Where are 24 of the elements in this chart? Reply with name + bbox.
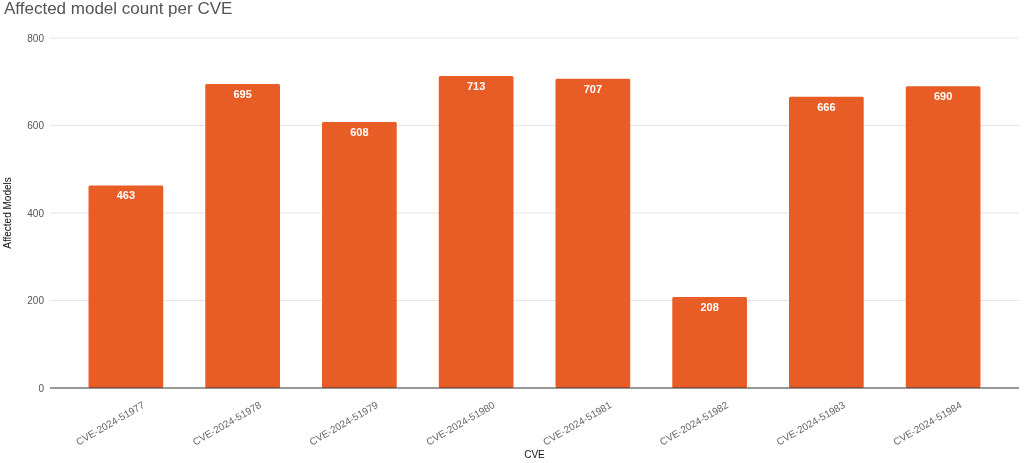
y-tick-label: 800 xyxy=(27,32,45,44)
bar xyxy=(205,83,280,388)
y-tick-label: 400 xyxy=(27,207,45,219)
data-label: 695 xyxy=(233,87,252,100)
y-axis-title: Affected Models xyxy=(2,177,13,249)
chart-title: Affected model count per CVE xyxy=(4,0,233,18)
data-label: 608 xyxy=(350,126,369,138)
data-label: 208 xyxy=(700,301,719,313)
data-label: 463 xyxy=(116,189,136,202)
data-label: 713 xyxy=(466,80,486,93)
bar xyxy=(555,78,631,388)
y-tick-label: 200 xyxy=(27,295,45,307)
bar xyxy=(88,185,164,388)
bar xyxy=(438,76,514,388)
data-label: 666 xyxy=(817,100,836,113)
bar xyxy=(322,122,397,388)
bar xyxy=(672,297,747,388)
data-label: 707 xyxy=(583,82,603,95)
bar xyxy=(905,86,981,388)
bar xyxy=(789,96,864,388)
y-tick-label: 600 xyxy=(27,120,45,132)
y-tick-label: 0 xyxy=(38,382,45,394)
x-axis-title: CVE xyxy=(524,449,546,460)
data-label: 690 xyxy=(933,90,953,103)
